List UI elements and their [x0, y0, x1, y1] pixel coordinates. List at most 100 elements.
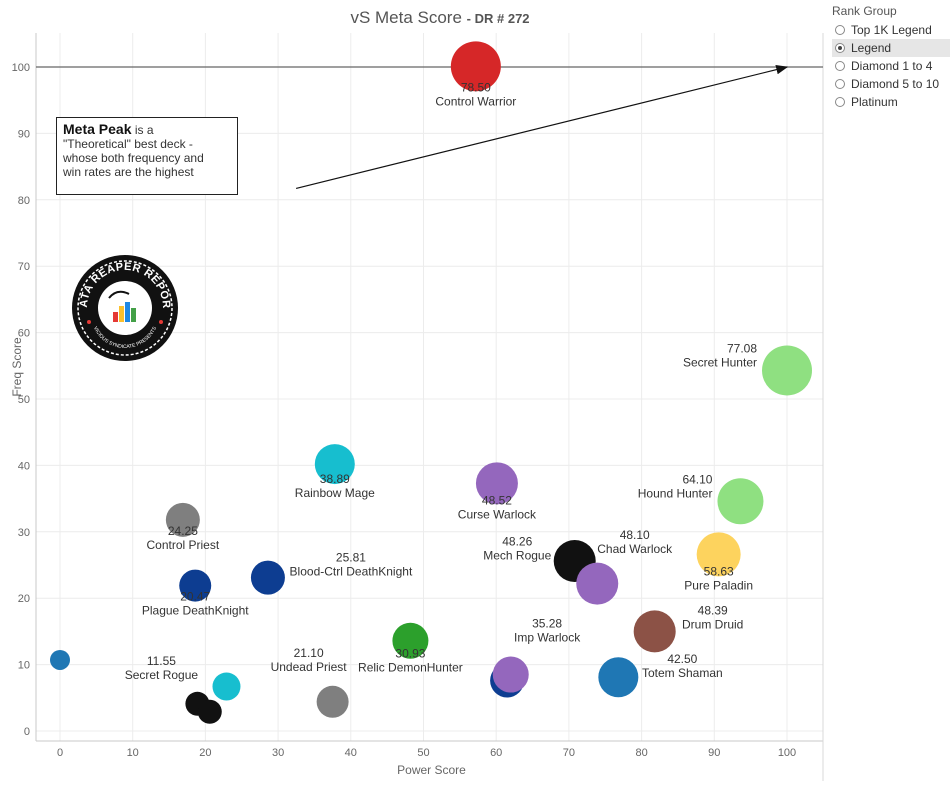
data-label-score: 48.10 — [620, 528, 650, 542]
data-point — [197, 699, 222, 724]
data-reaper-report-logo: DATA REAPER REPORT VICIOUS SYNDICATE PRE… — [71, 254, 178, 361]
data-label-name: Secret Hunter — [683, 355, 757, 369]
annotation-text: win rates are the highest — [63, 165, 194, 179]
data-label-name: Control Priest — [147, 538, 220, 552]
rank-option-top-1k-legend[interactable]: Top 1K Legend — [832, 21, 950, 39]
data-point — [316, 685, 349, 718]
data-point — [475, 462, 518, 505]
annotation-text: is a — [131, 123, 154, 137]
annotation-heading: Meta Peak — [63, 121, 132, 137]
radio-icon[interactable] — [835, 97, 845, 107]
rank-option-diamond-5-10[interactable]: Diamond 5 to 10 — [832, 75, 950, 93]
rank-option-label: Legend — [851, 41, 892, 55]
meta-peak-arrow — [295, 64, 789, 189]
chart-title: vS Meta Score - DR # 272 — [0, 8, 880, 28]
annotation-text: whose both frequency and — [63, 151, 204, 165]
data-label-name: Rainbow Mage — [295, 486, 375, 500]
data-label-score: 30.93 — [395, 647, 425, 661]
data-point — [633, 610, 676, 653]
data-label-score: 48.26 — [502, 535, 532, 549]
rank-option-label: Platinum — [851, 95, 898, 109]
data-label-name: Drum Druid — [682, 617, 743, 631]
x-tick-label: 70 — [563, 747, 575, 759]
y-tick-label: 50 — [18, 394, 30, 406]
data-point — [392, 622, 429, 659]
y-tick-label: 100 — [12, 62, 30, 74]
radio-icon[interactable] — [835, 61, 845, 71]
data-label-score: 48.52 — [482, 493, 512, 507]
chart-title-main: vS Meta Score — [350, 8, 462, 27]
data-label-score: 25.81 — [336, 551, 366, 565]
x-tick-label: 80 — [635, 747, 647, 759]
data-label-score: 24.25 — [168, 524, 198, 538]
data-label-score: 78.50 — [461, 80, 491, 94]
x-tick-label: 100 — [778, 747, 796, 759]
radio-icon[interactable] — [835, 79, 845, 89]
data-point — [717, 478, 764, 525]
y-tick-label: 70 — [18, 261, 30, 273]
data-point — [314, 444, 355, 485]
y-tick-label: 0 — [24, 726, 30, 738]
data-label-name: Totem Shaman — [642, 666, 723, 680]
x-tick-label: 40 — [345, 747, 357, 759]
y-tick-label: 80 — [18, 195, 30, 207]
data-label-score: 58.63 — [704, 564, 734, 578]
data-label-score: 64.10 — [682, 472, 712, 486]
data-point — [450, 41, 501, 92]
data-label-name: Relic DemonHunter — [358, 661, 463, 675]
y-tick-label: 60 — [18, 328, 30, 340]
data-label-score: 48.39 — [698, 603, 728, 617]
radio-icon[interactable] — [835, 43, 845, 53]
data-point — [762, 345, 812, 396]
data-label-score: 42.50 — [667, 652, 697, 666]
data-label-score: 77.08 — [727, 341, 757, 355]
data-label-name: Plague DeathKnight — [142, 604, 249, 618]
radio-icon[interactable] — [835, 25, 845, 35]
y-tick-label: 20 — [18, 593, 30, 605]
rank-group-title: Rank Group — [832, 4, 897, 18]
data-point — [598, 657, 639, 698]
data-label-name: Chad Warlock — [597, 542, 673, 556]
rank-option-legend[interactable]: Legend — [832, 39, 950, 57]
data-label-name: Pure Paladin — [684, 578, 753, 592]
rank-option-label: Diamond 5 to 10 — [851, 77, 940, 91]
y-axis-title: Freq Score — [10, 337, 24, 397]
data-label-score: 38.89 — [320, 472, 350, 486]
data-label-name: Hound Hunter — [638, 486, 713, 500]
x-tick-label: 90 — [708, 747, 720, 759]
rank-option-label: Top 1K Legend — [851, 23, 932, 37]
data-label-name: Mech Rogue — [483, 549, 551, 563]
data-point — [576, 562, 619, 605]
data-point — [212, 672, 241, 701]
data-label-name: Blood-Ctrl DeathKnight — [290, 565, 413, 579]
data-point — [165, 502, 200, 537]
rank-option-diamond-1-4[interactable]: Diamond 1 to 4 — [832, 57, 950, 75]
y-tick-label: 30 — [18, 527, 30, 539]
data-label-name: Undead Priest — [271, 660, 348, 674]
data-label-name: Secret Rogue — [125, 668, 199, 682]
data-label-score: 35.28 — [532, 617, 562, 631]
data-point — [492, 656, 529, 693]
x-tick-label: 50 — [417, 747, 429, 759]
x-tick-label: 60 — [490, 747, 502, 759]
x-tick-label: 0 — [57, 747, 63, 759]
rank-option-platinum[interactable]: Platinum — [832, 93, 950, 111]
data-label-name: Control Warrior — [435, 94, 516, 108]
data-point — [50, 649, 70, 670]
data-label-score: 21.10 — [294, 646, 324, 660]
